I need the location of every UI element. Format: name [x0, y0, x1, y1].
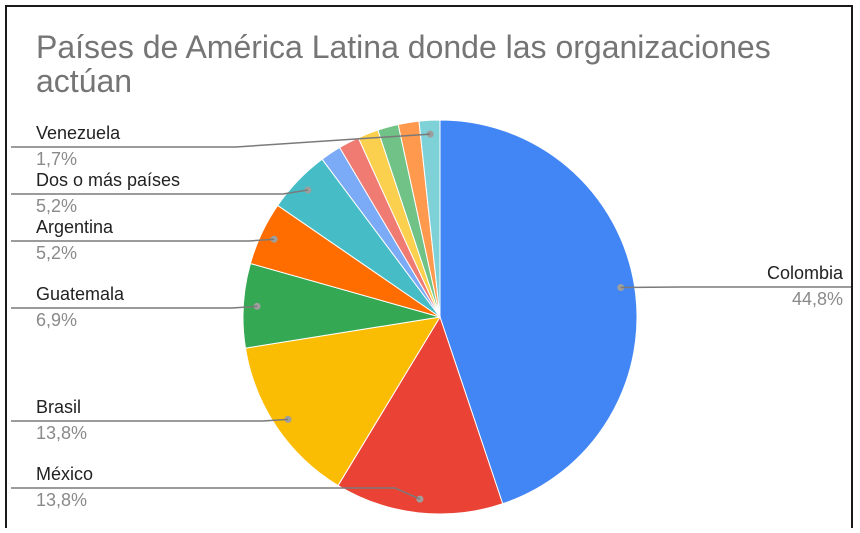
slice-value-mexico: 13,8% — [36, 490, 87, 510]
pie-slices — [242, 119, 638, 515]
slice-value-guatemala: 6,9% — [36, 310, 77, 330]
leader-line-venezuela — [11, 133, 431, 148]
slice-label-dos-o-mas-paises: Dos o más países — [36, 170, 180, 190]
leader-line-argentina — [11, 238, 275, 242]
slice-value-colombia: 44,8% — [792, 289, 843, 309]
pie-slice-brasil — [244, 316, 441, 487]
leader-line-colombia — [620, 286, 851, 289]
slice-label-brasil: Brasil — [36, 397, 81, 417]
pie-labels: Colombia 44,8% México 13,8% Brasil 13,8% Guate… — [36, 123, 844, 510]
slice-label-colombia: Colombia — [767, 263, 844, 283]
leader-line-mexico — [11, 487, 421, 500]
pie-slice-venezuela — [418, 119, 441, 318]
slice-value-brasil: 13,8% — [36, 423, 87, 443]
pie-leader-lines — [11, 130, 851, 503]
chart-title: Países de América Latina donde las organ… — [36, 29, 771, 99]
slice-value-argentina: 5,2% — [36, 243, 77, 263]
leader-line-guatemala — [11, 305, 258, 309]
pie-slice-colombia — [439, 119, 638, 505]
leader-line-brasil — [11, 418, 289, 422]
pie-slice-mexico — [337, 315, 504, 515]
leader-line-dos-o-mas-paises — [11, 189, 309, 195]
slice-label-venezuela: Venezuela — [36, 123, 121, 143]
slice-label-argentina: Argentina — [36, 217, 114, 237]
slice-label-mexico: México — [36, 464, 93, 484]
slice-label-guatemala: Guatemala — [36, 284, 125, 304]
slice-value-venezuela: 1,7% — [36, 149, 77, 169]
slice-value-dos-o-mas-paises: 5,2% — [36, 196, 77, 216]
